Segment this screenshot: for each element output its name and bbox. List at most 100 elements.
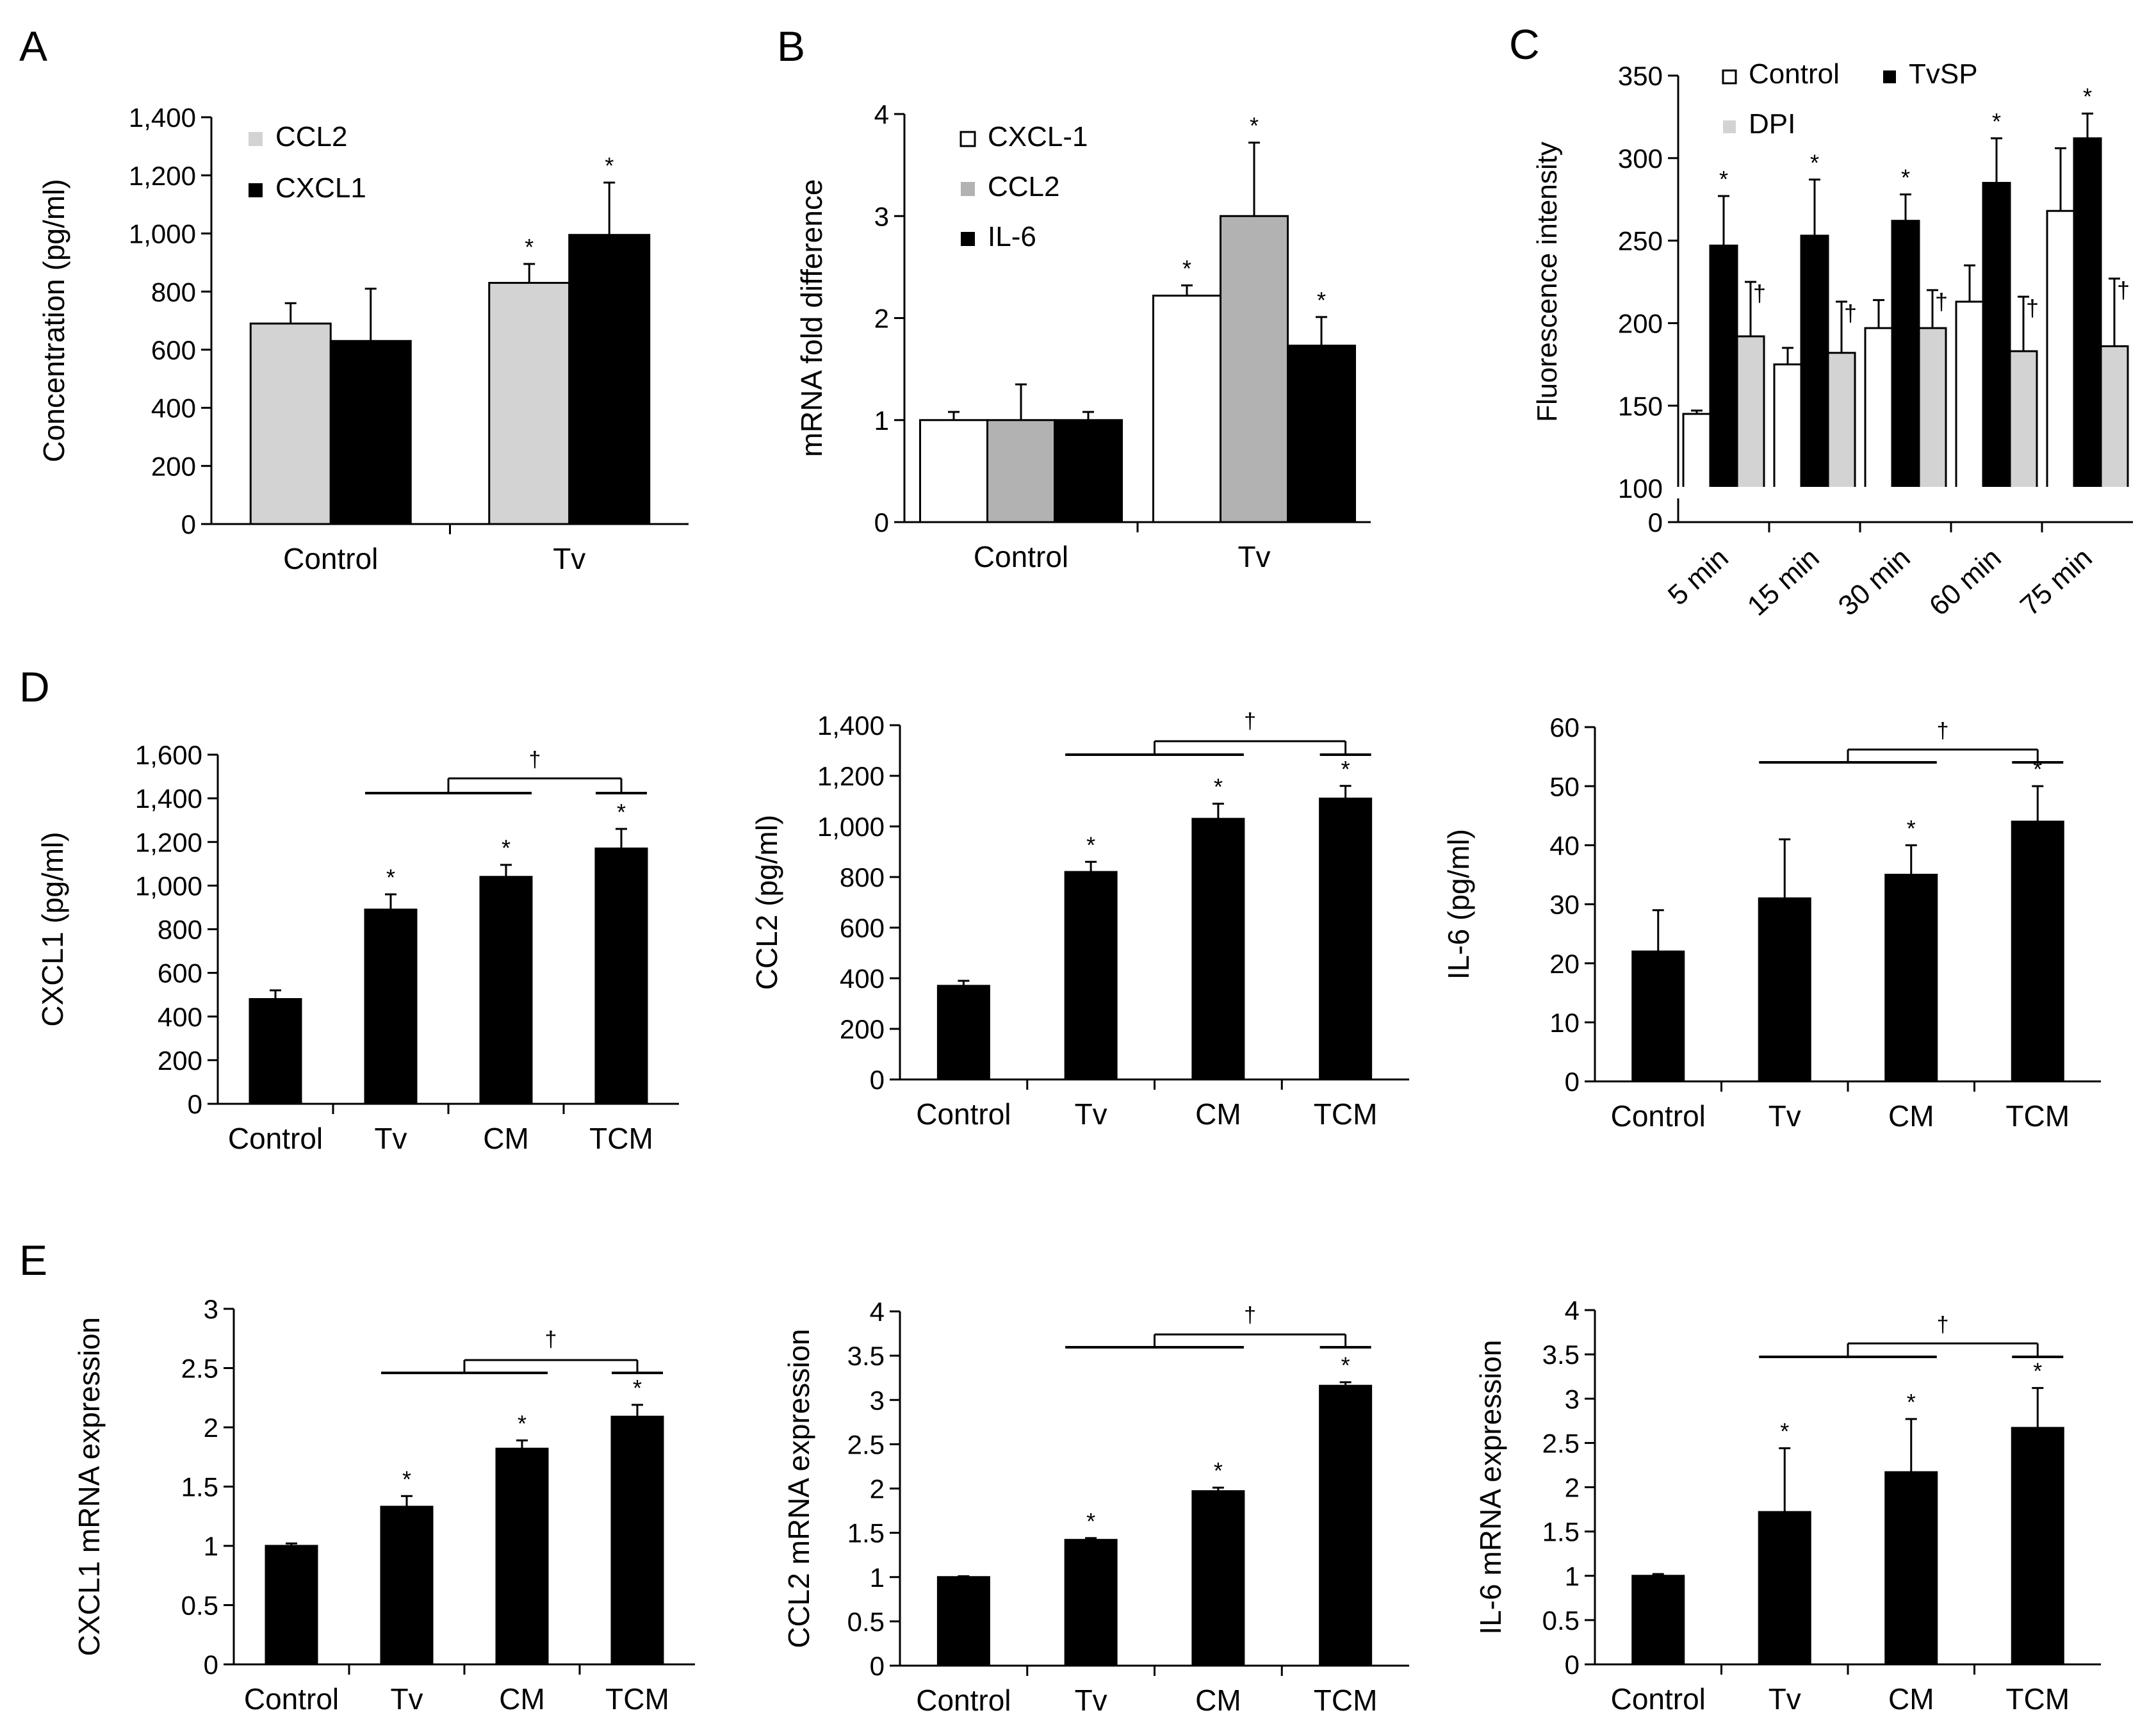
y-tick-label: 1,400: [129, 103, 196, 133]
y-tick-label: 3: [1565, 1384, 1580, 1414]
y-tick-label: 1.5: [847, 1518, 885, 1548]
y-tick-label: 1,000: [135, 871, 202, 901]
y-tick-label: 2: [874, 304, 889, 334]
significance-asterisk: *: [633, 1375, 642, 1401]
y-tick-label: 0: [188, 1089, 202, 1119]
y-tick-label: 0: [870, 1651, 885, 1681]
y-tick-label: 60: [1549, 712, 1580, 742]
bar: [329, 340, 412, 525]
y-tick-label: 400: [151, 393, 196, 423]
bar: [568, 234, 651, 525]
y-tick-label: 0: [204, 1650, 218, 1680]
bar: [2073, 137, 2102, 489]
y-tick-label: 2.5: [1542, 1428, 1580, 1458]
y-tick-label: 4: [870, 1297, 885, 1327]
y-tick-label: 0: [1565, 1650, 1580, 1680]
bar: [1631, 950, 1685, 1083]
x-tick-label: Control: [283, 542, 378, 575]
y-tick-label: 150: [1618, 391, 1663, 421]
significance-asterisk: *: [1182, 256, 1191, 282]
y-axis-label: CCL2 mRNA expression: [782, 1329, 815, 1648]
legend-swatch: [1883, 70, 1896, 83]
panel-e-ccl2-mrna: 0 0.5 1 1.5 2 2.5 3 3.5 4 CCL2 mRNA expression * * *…: [782, 1297, 1409, 1717]
x-tick-label: TCM: [2005, 1682, 2070, 1716]
legend-swatch: [961, 232, 975, 246]
bracket-dagger: †: [1244, 709, 1256, 734]
bar: [249, 322, 332, 525]
y-tick-label: 2.5: [181, 1354, 218, 1384]
bar: [380, 1505, 434, 1666]
panel-label: E: [19, 1236, 47, 1284]
x-tick-label: CM: [483, 1122, 529, 1155]
y-tick-label: 200: [158, 1046, 202, 1076]
x-tick-label: Control: [974, 540, 1068, 573]
bar: [1152, 294, 1221, 523]
significance-dagger: †: [1753, 280, 1766, 306]
significance-asterisk: *: [1086, 1508, 1095, 1534]
y-tick-label: 1: [870, 1563, 885, 1593]
significance-asterisk: *: [502, 835, 510, 861]
y-tick-label: 1,200: [129, 161, 196, 191]
x-tick-label: Control: [244, 1682, 339, 1716]
bracket-dagger: †: [545, 1327, 557, 1352]
bar: [1191, 817, 1245, 1081]
y-tick-label: 0: [1565, 1067, 1580, 1097]
panel-label: C: [1509, 21, 1540, 68]
bar: [364, 908, 418, 1105]
x-tick-label: CM: [499, 1682, 545, 1716]
bar: [1864, 327, 1893, 489]
x-tick-label: Tv: [1768, 1099, 1801, 1133]
significance-asterisk: *: [1317, 287, 1326, 313]
bar: [2011, 1427, 2064, 1666]
y-tick-label: 1,200: [135, 827, 202, 857]
bar: [249, 998, 302, 1105]
bar: [1709, 244, 1738, 489]
y-tick-label: 0.5: [847, 1607, 885, 1637]
significance-asterisk: *: [1341, 756, 1350, 782]
legend-swatch: [1722, 69, 1737, 85]
bar: [1054, 419, 1123, 523]
y-tick-label: 30: [1549, 890, 1580, 920]
y-axis-label: CCL2 (pg/ml): [750, 815, 783, 990]
significance-asterisk: *: [1214, 1457, 1223, 1484]
bar: [2009, 350, 2038, 489]
significance-dagger: †: [1844, 300, 1857, 326]
bar: [1319, 1384, 1373, 1667]
significance-asterisk: *: [1901, 164, 1910, 190]
y-axis-label: Concentration (pg/ml): [37, 179, 70, 462]
bar: [1319, 798, 1373, 1081]
y-tick-label: 3: [874, 201, 889, 231]
y-axis-label: CXCL1 (pg/ml): [36, 832, 69, 1026]
x-tick-label: CM: [1195, 1684, 1241, 1717]
x-tick-label: 60 min: [1923, 542, 2007, 622]
bar: [1884, 873, 1938, 1083]
y-tick-label: 1,400: [817, 710, 885, 741]
y-tick-label: 1.5: [1542, 1517, 1580, 1547]
y-tick-label: 2: [1565, 1473, 1580, 1503]
bar: [2046, 209, 2075, 489]
y-tick-label: 1: [204, 1531, 218, 1561]
x-tick-label: Control: [1611, 1682, 1706, 1716]
bar: [1631, 1575, 1685, 1666]
legend-label: DPI: [1749, 108, 1795, 140]
panel-d-ccl2: 0 200 400 600 800 1,000 1,200 1,400 CCL2 (pg/ml)…: [750, 709, 1409, 1131]
x-tick-label: 75 min: [2014, 542, 2098, 622]
x-tick-label: Tv: [1075, 1097, 1107, 1131]
significance-dagger: †: [1935, 288, 1948, 315]
y-tick-label: 200: [1618, 309, 1663, 339]
x-tick-label: Tv: [553, 542, 585, 575]
legend-label: CXCL-1: [988, 121, 1088, 152]
y-tick-label: 800: [151, 277, 196, 307]
significance-asterisk: *: [1780, 1418, 1789, 1445]
y-tick-label: 4: [1565, 1295, 1580, 1325]
significance-asterisk: *: [1907, 1389, 1916, 1415]
bar: [1220, 215, 1289, 523]
y-tick-label: 0: [181, 509, 196, 539]
y-tick-label: 0: [870, 1065, 885, 1095]
y-tick-label: 400: [840, 964, 885, 994]
significance-dagger: †: [2026, 295, 2039, 321]
bar: [2100, 345, 2129, 489]
y-tick-label: 400: [158, 1002, 202, 1032]
x-tick-label: Control: [916, 1684, 1011, 1717]
